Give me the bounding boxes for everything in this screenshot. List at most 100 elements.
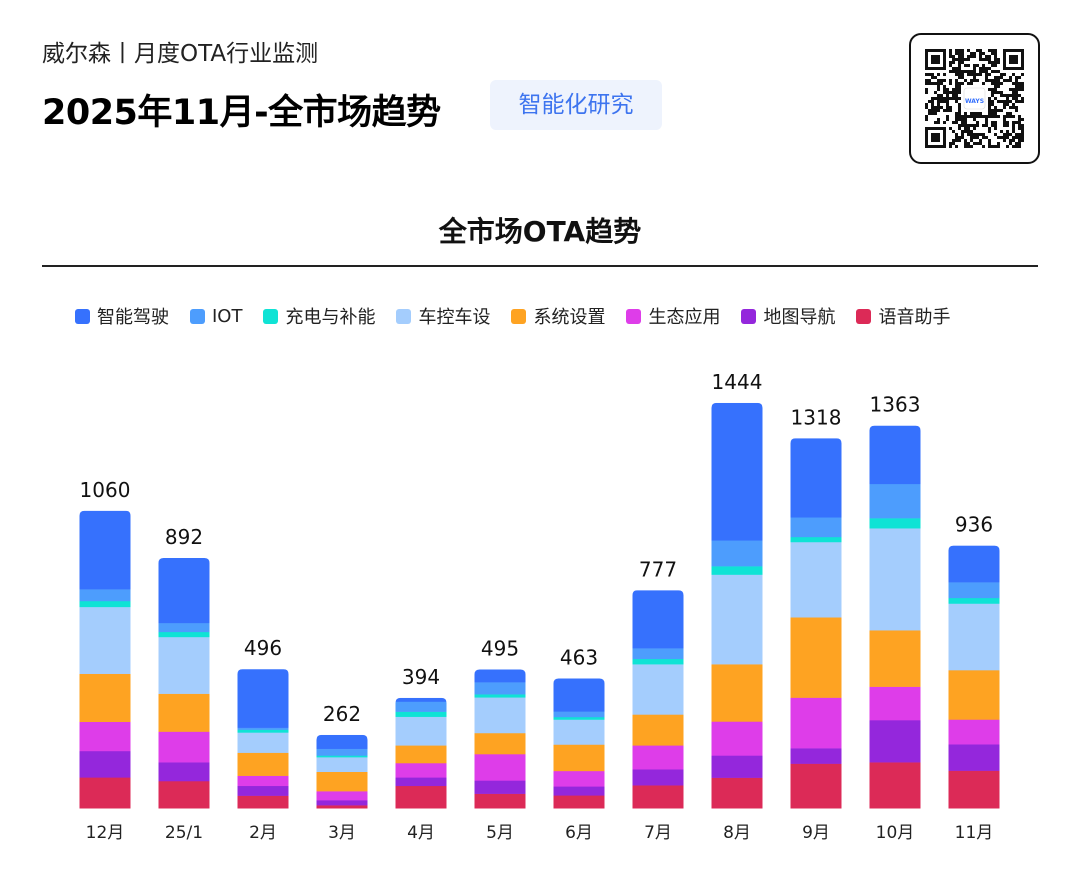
bar-segment[interactable]: [237, 669, 289, 728]
bar-segment[interactable]: [869, 720, 921, 763]
bar-segment[interactable]: [790, 541, 842, 618]
bar-segment[interactable]: [632, 769, 684, 786]
bar-segment[interactable]: [79, 589, 131, 602]
bar-segment[interactable]: [395, 716, 447, 746]
bar-segment[interactable]: [553, 770, 605, 787]
bar-segment[interactable]: [474, 682, 526, 695]
bar-segment[interactable]: [158, 731, 210, 763]
bar-segment[interactable]: [948, 603, 1000, 671]
bar-segment[interactable]: [237, 732, 289, 753]
bar-segment[interactable]: [632, 590, 684, 649]
bar-segment[interactable]: [395, 785, 447, 809]
bar-segment[interactable]: [553, 711, 605, 718]
legend-item[interactable]: 地图导航: [741, 303, 835, 329]
bar-segment[interactable]: [790, 763, 842, 809]
bar-segment[interactable]: [237, 785, 289, 796]
bar-segment[interactable]: [395, 777, 447, 787]
bar-segment[interactable]: [948, 744, 1000, 771]
bar-segment[interactable]: [553, 786, 605, 796]
bar-segment[interactable]: [158, 780, 210, 809]
bar-segment[interactable]: [632, 745, 684, 770]
legend-item[interactable]: 生态应用: [626, 303, 720, 329]
bar-segment[interactable]: [632, 648, 684, 660]
bar-segment[interactable]: [790, 438, 842, 518]
bar-segment[interactable]: [790, 536, 842, 543]
bar-segment[interactable]: [474, 732, 526, 755]
bar-segment[interactable]: [790, 517, 842, 538]
bar-segment[interactable]: [948, 545, 1000, 583]
bar-segment[interactable]: [869, 630, 921, 687]
bar-segment[interactable]: [395, 697, 447, 702]
bar-segment[interactable]: [711, 721, 763, 756]
bar-segment[interactable]: [869, 518, 921, 529]
bar-segment[interactable]: [237, 795, 289, 809]
bar-segment[interactable]: [316, 755, 368, 758]
bar-segment[interactable]: [790, 697, 842, 749]
bar-segment[interactable]: [79, 673, 131, 723]
bar-segment[interactable]: [474, 780, 526, 794]
bar-segment[interactable]: [711, 755, 763, 778]
bar-segment[interactable]: [474, 793, 526, 809]
bar-segment[interactable]: [395, 701, 447, 712]
bar-segment[interactable]: [869, 483, 921, 519]
bar-segment[interactable]: [948, 670, 1000, 720]
bar-segment[interactable]: [553, 678, 605, 712]
bar-segment[interactable]: [948, 597, 1000, 604]
legend-item[interactable]: 系统设置: [511, 303, 605, 329]
bar-segment[interactable]: [158, 622, 210, 633]
bar-segment[interactable]: [474, 754, 526, 781]
bar-segment[interactable]: [316, 791, 368, 801]
bar-segment[interactable]: [948, 770, 1000, 809]
bar-segment[interactable]: [79, 721, 131, 752]
bar-segment[interactable]: [395, 711, 447, 717]
bar-segment[interactable]: [948, 582, 1000, 599]
bar-segment[interactable]: [237, 752, 289, 776]
bar-segment[interactable]: [711, 540, 763, 567]
bar-segment[interactable]: [395, 745, 447, 764]
legend-item[interactable]: 语音助手: [856, 303, 950, 329]
bar-segment[interactable]: [711, 566, 763, 575]
bar-segment[interactable]: [711, 777, 763, 809]
legend-item[interactable]: 车控车设: [396, 303, 490, 329]
bar-segment[interactable]: [790, 748, 842, 764]
bar-segment[interactable]: [553, 719, 605, 745]
bar-segment[interactable]: [316, 734, 368, 749]
bar-segment[interactable]: [158, 636, 210, 694]
bar-segment[interactable]: [158, 557, 210, 624]
bar-segment[interactable]: [474, 694, 526, 698]
bar-segment[interactable]: [869, 425, 921, 485]
bar-segment[interactable]: [711, 402, 763, 541]
bar-segment[interactable]: [79, 606, 131, 674]
bar-segment[interactable]: [632, 785, 684, 809]
bar-segment[interactable]: [869, 528, 921, 631]
bar-segment[interactable]: [79, 777, 131, 809]
bar-segment[interactable]: [158, 693, 210, 732]
bar-segment[interactable]: [395, 762, 447, 778]
bar-segment[interactable]: [316, 805, 368, 809]
bar-segment[interactable]: [158, 762, 210, 782]
bar-segment[interactable]: [632, 714, 684, 746]
bar-segment[interactable]: [474, 669, 526, 683]
bar-segment[interactable]: [316, 757, 368, 773]
legend-item[interactable]: IOT: [190, 303, 242, 329]
bar-segment[interactable]: [632, 664, 684, 715]
bar-segment[interactable]: [79, 750, 131, 778]
bar-segment[interactable]: [79, 510, 131, 590]
bar-segment[interactable]: [316, 748, 368, 756]
legend-item[interactable]: 智能驾驶: [75, 303, 169, 329]
bar-segment[interactable]: [237, 775, 289, 787]
legend-item[interactable]: 充电与补能: [263, 303, 375, 329]
bar-segment[interactable]: [553, 744, 605, 772]
bar-segment[interactable]: [869, 686, 921, 721]
bar-segment[interactable]: [79, 600, 131, 608]
bar-segment[interactable]: [237, 727, 289, 730]
bar-segment[interactable]: [474, 697, 526, 734]
bar-segment[interactable]: [711, 574, 763, 665]
bar-segment[interactable]: [316, 800, 368, 806]
bar-segment[interactable]: [948, 719, 1000, 745]
bar-segment[interactable]: [711, 664, 763, 722]
bar-segment[interactable]: [553, 795, 605, 809]
bar-segment[interactable]: [553, 716, 605, 720]
bar-segment[interactable]: [158, 631, 210, 638]
bar-segment[interactable]: [237, 729, 289, 733]
